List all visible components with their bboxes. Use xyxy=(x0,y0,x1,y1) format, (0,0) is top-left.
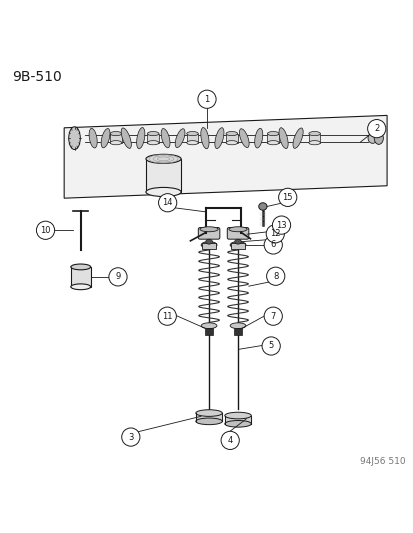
Text: 5: 5 xyxy=(268,342,273,351)
Ellipse shape xyxy=(200,127,209,149)
Ellipse shape xyxy=(214,128,223,149)
Ellipse shape xyxy=(147,141,159,145)
Ellipse shape xyxy=(199,227,218,232)
Ellipse shape xyxy=(136,127,145,149)
Ellipse shape xyxy=(101,128,110,148)
Ellipse shape xyxy=(367,133,376,143)
Ellipse shape xyxy=(267,132,278,136)
Text: 15: 15 xyxy=(282,193,292,202)
Ellipse shape xyxy=(201,241,216,248)
Bar xyxy=(71,267,90,287)
Ellipse shape xyxy=(161,128,170,148)
Bar xyxy=(204,328,213,335)
Ellipse shape xyxy=(195,410,222,416)
Circle shape xyxy=(197,90,216,108)
Ellipse shape xyxy=(110,141,121,145)
Text: 7: 7 xyxy=(270,312,275,321)
Polygon shape xyxy=(64,115,386,198)
Ellipse shape xyxy=(267,141,278,145)
Ellipse shape xyxy=(308,132,320,136)
FancyBboxPatch shape xyxy=(227,228,248,239)
Ellipse shape xyxy=(224,412,251,419)
Circle shape xyxy=(272,216,290,234)
Text: 13: 13 xyxy=(275,221,286,230)
FancyBboxPatch shape xyxy=(198,228,219,239)
Bar xyxy=(267,134,278,143)
Bar xyxy=(110,134,121,143)
Circle shape xyxy=(266,225,284,243)
Ellipse shape xyxy=(308,141,320,145)
Text: 9: 9 xyxy=(115,272,120,281)
Text: 6: 6 xyxy=(270,240,275,249)
Ellipse shape xyxy=(254,128,262,148)
Bar xyxy=(225,134,237,143)
Bar xyxy=(186,134,198,143)
Ellipse shape xyxy=(145,155,181,164)
Ellipse shape xyxy=(278,128,287,149)
Circle shape xyxy=(221,431,239,449)
Bar xyxy=(233,328,242,335)
Ellipse shape xyxy=(234,239,241,244)
Text: 3: 3 xyxy=(128,433,133,441)
Ellipse shape xyxy=(258,203,266,210)
Bar xyxy=(147,134,159,143)
Ellipse shape xyxy=(186,141,198,145)
Ellipse shape xyxy=(239,129,249,148)
Circle shape xyxy=(261,337,280,355)
Ellipse shape xyxy=(225,141,237,145)
Ellipse shape xyxy=(224,421,251,427)
Text: 2: 2 xyxy=(373,124,378,133)
Text: 1: 1 xyxy=(204,95,209,104)
Circle shape xyxy=(158,193,176,212)
Circle shape xyxy=(158,307,176,325)
Text: 10: 10 xyxy=(40,226,51,235)
Ellipse shape xyxy=(69,127,80,150)
Bar xyxy=(308,134,320,143)
Circle shape xyxy=(121,428,140,446)
Ellipse shape xyxy=(373,132,382,144)
Text: 4: 4 xyxy=(227,436,232,445)
Text: 94J56 510: 94J56 510 xyxy=(359,457,405,466)
Ellipse shape xyxy=(205,239,212,244)
Text: 14: 14 xyxy=(162,198,173,207)
Circle shape xyxy=(367,119,385,138)
Ellipse shape xyxy=(230,241,245,248)
Ellipse shape xyxy=(201,323,216,329)
Ellipse shape xyxy=(145,188,181,197)
Text: 9B-510: 9B-510 xyxy=(12,70,62,84)
Ellipse shape xyxy=(89,128,97,148)
Text: 11: 11 xyxy=(161,312,172,321)
Bar xyxy=(146,159,181,192)
Text: 12: 12 xyxy=(269,229,280,238)
Ellipse shape xyxy=(71,264,90,270)
Bar xyxy=(231,244,244,249)
Ellipse shape xyxy=(228,227,247,232)
Ellipse shape xyxy=(230,323,245,329)
Ellipse shape xyxy=(121,128,131,148)
Circle shape xyxy=(263,236,282,254)
Ellipse shape xyxy=(71,284,90,289)
Text: 8: 8 xyxy=(273,272,278,281)
Ellipse shape xyxy=(147,132,159,136)
Ellipse shape xyxy=(292,128,302,148)
Ellipse shape xyxy=(175,129,185,148)
Ellipse shape xyxy=(225,132,237,136)
Ellipse shape xyxy=(195,418,222,425)
Ellipse shape xyxy=(110,132,121,136)
Circle shape xyxy=(263,307,282,325)
Circle shape xyxy=(278,188,296,206)
Ellipse shape xyxy=(186,132,198,136)
Bar xyxy=(202,244,215,249)
Circle shape xyxy=(36,221,55,239)
Circle shape xyxy=(266,267,284,285)
Circle shape xyxy=(109,268,127,286)
